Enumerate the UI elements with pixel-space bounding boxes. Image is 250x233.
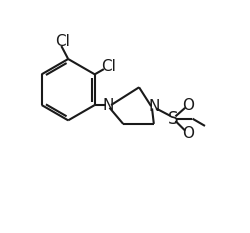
Text: Cl: Cl [55, 34, 70, 49]
Text: N: N [148, 99, 160, 114]
Text: O: O [182, 98, 194, 113]
Text: S: S [168, 110, 178, 128]
Text: N: N [103, 98, 114, 113]
Text: Cl: Cl [102, 59, 116, 74]
Text: O: O [182, 126, 194, 141]
